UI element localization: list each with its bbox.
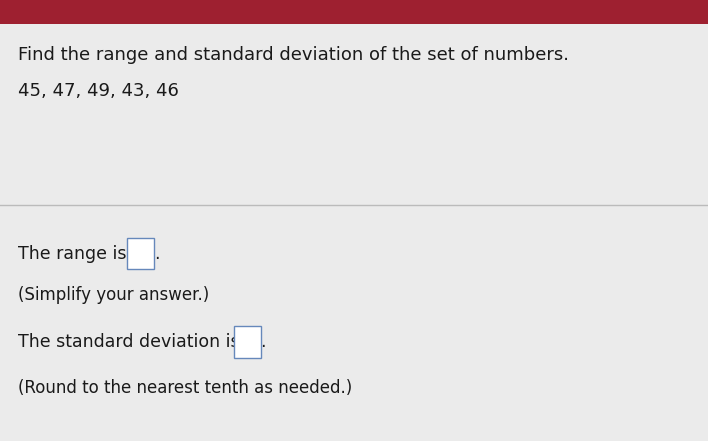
Text: .: . — [154, 245, 160, 262]
Text: .: . — [261, 333, 266, 351]
Text: (Simplify your answer.): (Simplify your answer.) — [18, 287, 209, 304]
Text: Find the range and standard deviation of the set of numbers.: Find the range and standard deviation of… — [18, 46, 569, 64]
Text: The range is: The range is — [18, 245, 132, 262]
Text: The standard deviation is: The standard deviation is — [18, 333, 245, 351]
Text: (Round to the nearest tenth as needed.): (Round to the nearest tenth as needed.) — [18, 379, 352, 397]
Text: 45, 47, 49, 43, 46: 45, 47, 49, 43, 46 — [18, 82, 178, 100]
